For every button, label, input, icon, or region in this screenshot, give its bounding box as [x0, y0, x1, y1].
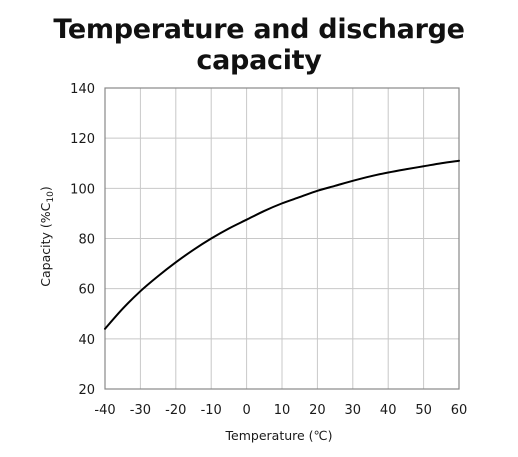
x-tick-label: 10	[274, 403, 291, 418]
y-tick-label: 40	[78, 333, 95, 348]
y-axis-label-main: Capacity (%C	[38, 202, 53, 286]
x-tick-label: 0	[242, 403, 250, 418]
x-tick-label: 30	[345, 403, 362, 418]
grid	[105, 88, 459, 389]
chart-title: Temperature and discharge capacity	[53, 14, 465, 76]
x-tick-label: -10	[201, 403, 222, 418]
series-group	[104, 159, 460, 330]
y-tick-label: 80	[78, 233, 95, 248]
y-tick-label: 140	[70, 82, 95, 97]
x-axis-label: Temperature (℃)	[225, 428, 333, 443]
x-tick-label: 50	[415, 403, 432, 418]
x-tick-label: -30	[130, 403, 151, 418]
y-axis-label-tail: )	[38, 186, 53, 191]
y-tick-label: 100	[70, 182, 95, 197]
y-tick-labels: 20 40 60 80 100 120 140	[70, 82, 95, 398]
y-axis-label: Capacity (%C10)	[38, 186, 56, 286]
y-axis-label-subscript: 10	[46, 191, 56, 203]
x-tick-labels: -40 -30 -20 -10 0 10 20 30 40 50 60	[94, 403, 467, 418]
x-tick-label: -40	[94, 403, 115, 418]
x-tick-label: 20	[309, 403, 326, 418]
capacity-line	[104, 159, 460, 330]
y-tick-label: 60	[78, 283, 95, 298]
y-tick-label: 20	[78, 383, 95, 398]
plot-frame	[104, 87, 460, 390]
x-tick-label: 60	[451, 403, 468, 418]
x-tick-label: 40	[380, 403, 397, 418]
x-tick-label: -20	[165, 403, 186, 418]
y-tick-label: 120	[70, 132, 95, 147]
